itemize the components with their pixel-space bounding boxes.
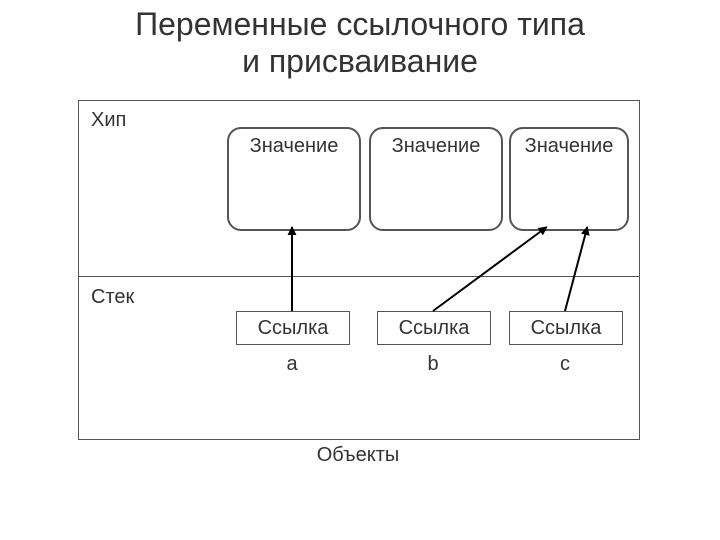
- heap-object-label: Значение: [511, 135, 627, 158]
- stack-ref-c: Ссылка: [509, 311, 623, 345]
- var-name-a: a: [282, 353, 302, 376]
- ref-label: Ссылка: [258, 317, 329, 340]
- stack-ref-b: Ссылка: [377, 311, 491, 345]
- stack-ref-a: Ссылка: [236, 311, 350, 345]
- heap-object-label: Значение: [371, 135, 501, 158]
- slide: Переменные ссылочного типа и присваивани…: [0, 0, 720, 540]
- slide-title: Переменные ссылочного типа и присваивани…: [0, 6, 720, 80]
- heap-label: Хип: [91, 109, 126, 132]
- title-line-2: и присваивание: [0, 43, 720, 80]
- heap-object-0: Значение: [227, 127, 361, 231]
- ref-label: Ссылка: [531, 317, 602, 340]
- diagram-caption: Объекты: [78, 444, 638, 467]
- stack-label: Стек: [91, 286, 134, 309]
- heap-object-1: Значение: [369, 127, 503, 231]
- ref-label: Ссылка: [399, 317, 470, 340]
- title-line-1: Переменные ссылочного типа: [0, 6, 720, 43]
- arrow: [565, 227, 587, 311]
- heap-object-label: Значение: [229, 135, 359, 158]
- heap-object-2: Значение: [509, 127, 629, 231]
- var-name-b: b: [423, 353, 443, 376]
- memory-diagram: Хип Стек Значение Значение Значение Ссыл…: [78, 100, 640, 440]
- arrow: [433, 227, 547, 311]
- heap-stack-divider: [79, 276, 639, 277]
- var-name-c: c: [555, 353, 575, 376]
